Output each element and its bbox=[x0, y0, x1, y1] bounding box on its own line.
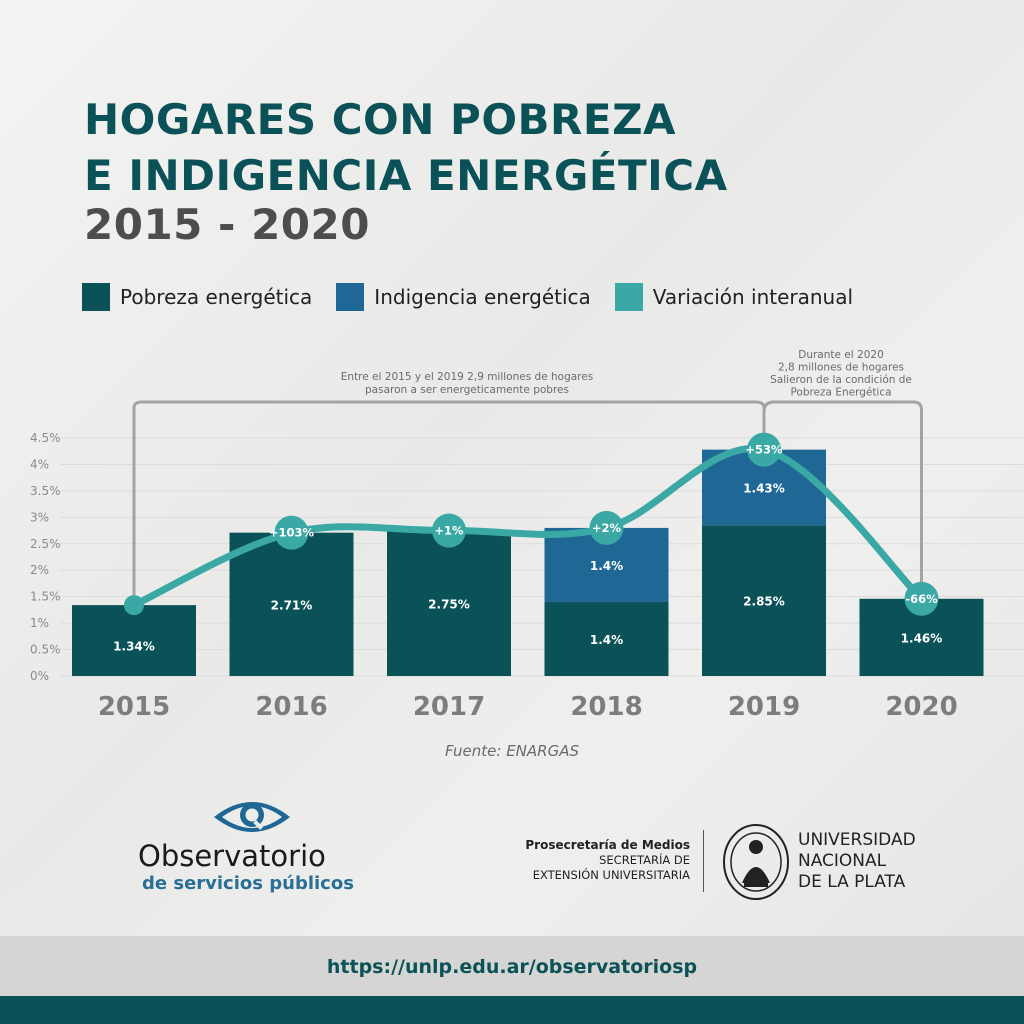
bar-pobreza bbox=[387, 530, 511, 676]
x-tick-label: 2018 bbox=[570, 692, 642, 722]
legend-item-variacion: Variación interanual bbox=[614, 283, 854, 311]
stacked-bar-chart: 0% 0.5% 1% 1.5% 2% 2.5% 3% 3.5% 4% 4.5% Entre el 2… bbox=[30, 349, 1024, 722]
credits-block: Prosecretaría de Medios SECRETARÍA DE EX… bbox=[525, 838, 690, 883]
y-tick-label: 4.5% bbox=[30, 431, 61, 445]
x-tick-label: 2017 bbox=[413, 692, 485, 722]
legend-swatch-pobreza bbox=[82, 283, 110, 311]
legend-swatch-variacion bbox=[614, 283, 643, 311]
credits-divider bbox=[703, 830, 704, 892]
annotation-text-line: Pobreza Energética bbox=[790, 387, 891, 399]
legend-label-pobreza: Pobreza energética bbox=[120, 285, 313, 309]
variacion-point bbox=[124, 595, 144, 616]
bar-value-label: 1.34% bbox=[113, 640, 155, 654]
bar-value-label: 1.4% bbox=[590, 633, 623, 647]
title-line-2: E INDIGENCIA ENERGÉTICA bbox=[84, 151, 728, 200]
observatorio-logo: Observatorio de servicios públicos bbox=[138, 795, 368, 895]
bar-value-label: 2.71% bbox=[271, 598, 313, 612]
university-seal-icon bbox=[723, 824, 789, 900]
legend-swatch-indigencia bbox=[336, 283, 365, 311]
variacion-point bbox=[274, 515, 309, 550]
variacion-point bbox=[589, 510, 624, 545]
legend-label-indigencia: Indigencia energética bbox=[374, 285, 591, 309]
page-subtitle: 2015 - 2020 bbox=[84, 200, 370, 249]
logo-name: Observatorio bbox=[138, 839, 326, 873]
variacion-label: -66% bbox=[905, 592, 938, 606]
x-tick-label: 2020 bbox=[885, 692, 957, 722]
variacion-point bbox=[432, 513, 466, 548]
y-tick-label: 0.5% bbox=[30, 643, 61, 657]
credits-line-1: Prosecretaría de Medios bbox=[525, 838, 690, 852]
variacion-point bbox=[747, 432, 781, 467]
legend-item-indigencia: Indigencia energética bbox=[336, 283, 591, 311]
eye-magnifier-icon bbox=[214, 802, 290, 832]
background bbox=[0, 0, 1024, 936]
title-line-1: HOGARES CON POBREZA bbox=[84, 95, 677, 144]
chart-source: Fuente: ENARGAS bbox=[445, 742, 579, 760]
bar-pobreza bbox=[229, 532, 354, 676]
y-tick-label: 1% bbox=[30, 616, 49, 630]
annotation-text-line: Salieron de la condición de bbox=[770, 374, 912, 386]
x-tick-label: 2019 bbox=[728, 692, 800, 722]
bar-value-label: 2.75% bbox=[428, 597, 470, 611]
bar-value-label: 1.43% bbox=[743, 481, 785, 495]
legend-label-variacion: Variación interanual bbox=[652, 285, 854, 309]
university-line-3: DE LA PLATA bbox=[798, 872, 906, 892]
bar-pobreza bbox=[702, 525, 826, 676]
annotation-text-line: Entre el 2015 y el 2019 2,9 millones de … bbox=[341, 371, 593, 383]
bar-pobreza bbox=[544, 601, 669, 676]
x-tick-label: 2016 bbox=[255, 692, 327, 722]
page-title: HOGARES CON POBREZA E INDIGENCIA ENERGÉT… bbox=[84, 92, 728, 204]
variacion-label: +53% bbox=[745, 443, 783, 457]
university-line-1: UNIVERSIDAD bbox=[798, 830, 916, 850]
y-tick-label: 3.5% bbox=[30, 484, 61, 498]
university-line-2: NACIONAL bbox=[798, 851, 887, 871]
variacion-line bbox=[130, 444, 925, 609]
y-tick-label: 0% bbox=[30, 669, 49, 683]
y-tick-label: 3% bbox=[30, 510, 49, 524]
x-tick-label: 2015 bbox=[98, 692, 170, 722]
chart-legend: Pobreza energética Indigencia energética… bbox=[82, 283, 853, 311]
y-tick-label: 4% bbox=[30, 457, 49, 471]
bar-pobreza bbox=[72, 605, 196, 676]
university-name: UNIVERSIDAD NACIONAL DE LA PLATA bbox=[798, 830, 916, 893]
bar-value-label: 1.4% bbox=[590, 559, 623, 573]
credits-line-3: EXTENSIÓN UNIVERSITARIA bbox=[532, 868, 690, 882]
legend-item-pobreza: Pobreza energética bbox=[82, 283, 312, 311]
y-tick-label: 1.5% bbox=[30, 590, 61, 604]
annotation-bracket-2015-2019 bbox=[132, 400, 766, 626]
footer-bar bbox=[0, 996, 1024, 1024]
footer-url-link[interactable]: https://unlp.edu.ar/observatoriosp bbox=[326, 956, 698, 978]
footer-band bbox=[0, 936, 1024, 996]
bar-value-label: 1.46% bbox=[901, 631, 943, 645]
variacion-label: +1% bbox=[434, 524, 464, 538]
variacion-point bbox=[904, 581, 939, 616]
annotation-bracket-2019-2020 bbox=[762, 400, 923, 592]
y-tick-label: 2.5% bbox=[30, 537, 61, 551]
bar-value-label: 2.85% bbox=[743, 595, 785, 609]
annotation-text-line: Durante el 2020 bbox=[798, 349, 884, 361]
y-tick-label: 2% bbox=[30, 563, 49, 577]
annotation-text-line: 2,8 millones de hogares bbox=[778, 362, 904, 374]
credits-line-2: SECRETARÍA DE bbox=[599, 853, 690, 867]
variacion-label: +2% bbox=[592, 521, 622, 535]
variacion-label: +103% bbox=[269, 526, 315, 540]
annotation-text-line: pasaron a ser energeticamente pobres bbox=[365, 384, 569, 396]
logo-tagline: de servicios públicos bbox=[142, 873, 354, 894]
